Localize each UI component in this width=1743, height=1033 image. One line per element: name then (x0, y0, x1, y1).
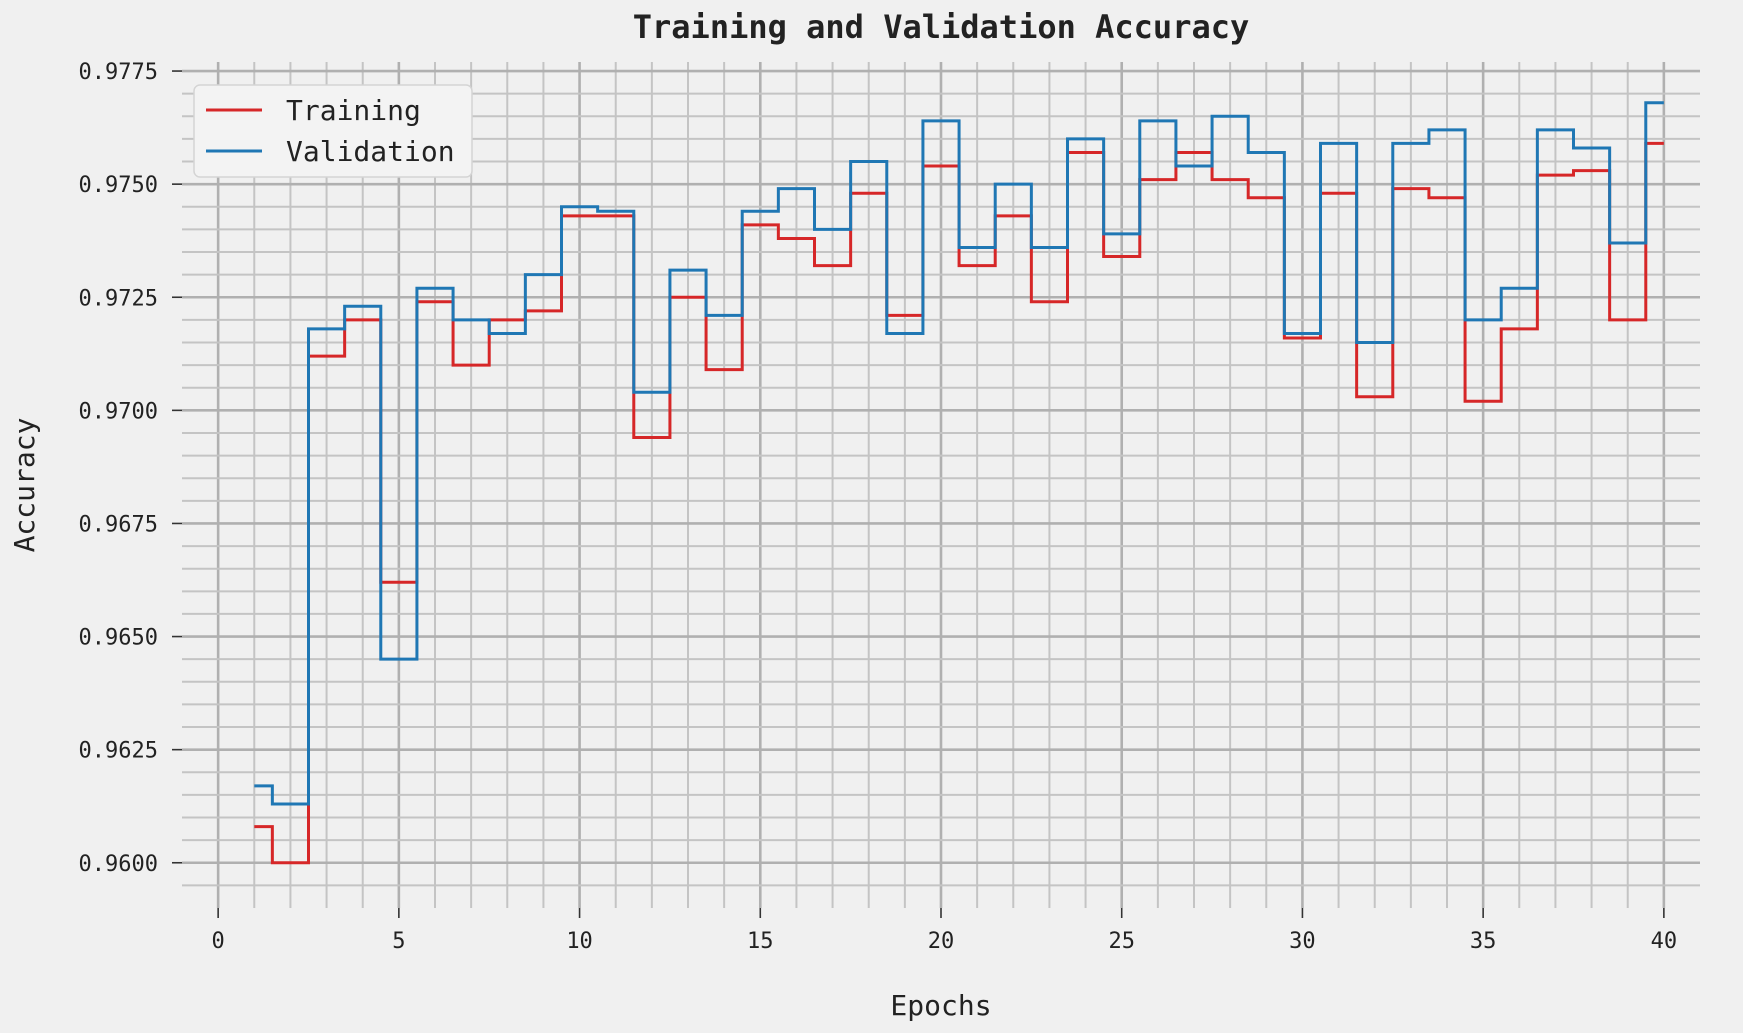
x-tick-label: 40 (1651, 929, 1678, 954)
y-tick-label: 0.9650 (79, 626, 158, 651)
x-tick-label: 5 (392, 929, 405, 954)
x-tick-label: 0 (212, 929, 225, 954)
y-tick-label: 0.9600 (79, 852, 158, 877)
y-tick-label: 0.9700 (79, 399, 158, 424)
x-tick-label: 20 (928, 929, 955, 954)
legend-label-training: Training (286, 94, 421, 127)
y-axis-label: Accuracy (8, 418, 41, 553)
grid (182, 62, 1700, 908)
series-line-validation (254, 101, 1664, 806)
y-tick-label: 0.9750 (79, 173, 158, 198)
x-tick-label: 35 (1470, 929, 1497, 954)
series-lines (254, 101, 1664, 865)
y-tick-label: 0.9725 (79, 286, 158, 311)
y-tick-label: 0.9625 (79, 739, 158, 764)
x-tick-label: 25 (1108, 929, 1135, 954)
x-axis-label: Epochs (890, 989, 991, 1022)
legend-label-validation: Validation (286, 135, 455, 168)
chart-title: Training and Validation Accuracy (633, 8, 1250, 46)
legend: Training Validation (193, 84, 473, 178)
y-tick-label: 0.9675 (79, 512, 158, 537)
series-line-training (254, 141, 1664, 865)
x-tick-label: 10 (566, 929, 593, 954)
axis-ticks: 0 5 10 15 20 25 30 35 40 0.9600 0.9625 0.9650 0.9675… (79, 60, 1678, 954)
y-tick-label: 0.9775 (79, 60, 158, 85)
x-tick-label: 30 (1289, 929, 1316, 954)
x-tick-label: 15 (747, 929, 774, 954)
legend-box (193, 84, 473, 178)
